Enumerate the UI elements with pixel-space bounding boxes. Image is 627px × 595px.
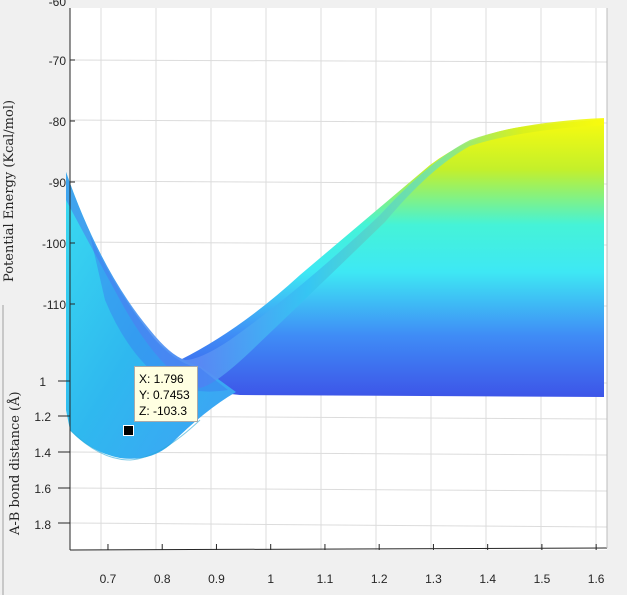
- x-tick-label: 1.5: [534, 572, 551, 586]
- z-tick-label: -100: [42, 237, 66, 251]
- x-tick-marks: [107, 544, 597, 550]
- z-tick-label: -110: [43, 298, 66, 312]
- surface-right-sheet: [180, 119, 604, 397]
- z-tick-label: -70: [49, 54, 67, 68]
- y-tick-label: 1.2: [34, 410, 51, 424]
- datatip-z: Z: -103.3: [139, 404, 188, 418]
- z-tick-marks: [70, 59, 75, 305]
- z-tick-label: -80: [49, 115, 67, 129]
- valley-curve: [69, 419, 201, 461]
- surface-shade: [90, 235, 228, 392]
- x-tick-label: 1.2: [371, 572, 388, 586]
- datatip[interactable]: X: 1.796 Y: 0.7453 Z: -103.3: [134, 366, 198, 422]
- y-tick-label: 1.8: [34, 518, 51, 532]
- y-axis-title: A-B bond distance (Å): [7, 391, 23, 536]
- z-tick-labels: -60 -70 -80 -90 -100 -110: [42, 0, 66, 312]
- x-tick-label: 0.9: [208, 572, 225, 586]
- x-tick-label: 1.3: [425, 572, 442, 586]
- x-tick-label: 1.6: [588, 572, 605, 586]
- x-tick-label: 0.7: [100, 572, 117, 586]
- z-tick-label: -60: [49, 0, 67, 9]
- z-axis-title: Potential Energy (Kcal/mol): [2, 100, 17, 282]
- datatip-marker[interactable]: [123, 425, 134, 436]
- x-tick-label: 1.4: [479, 572, 496, 586]
- bottom-axis-line: [69, 547, 608, 551]
- y-tick-label: 1.4: [34, 446, 51, 460]
- y-tick-label: 1: [39, 375, 46, 389]
- x-tick-labels: 0.7 0.8 0.9 1 1.1 1.2 1.3 1.4 1.5 1.6: [100, 572, 605, 586]
- x-tick-label: 0.8: [154, 572, 171, 586]
- y-tick-label: 1.6: [34, 482, 51, 496]
- y-tick-marks: [58, 380, 70, 524]
- datatip-x: X: 1.796: [139, 372, 184, 386]
- datatip-y: Y: 0.7453: [139, 388, 190, 402]
- x-tick-label: 1: [267, 572, 274, 586]
- y-tick-labels: 1 1.2 1.4 1.6 1.8: [34, 375, 51, 532]
- x-tick-label: 1.1: [317, 572, 334, 586]
- z-tick-label: -90: [49, 176, 67, 190]
